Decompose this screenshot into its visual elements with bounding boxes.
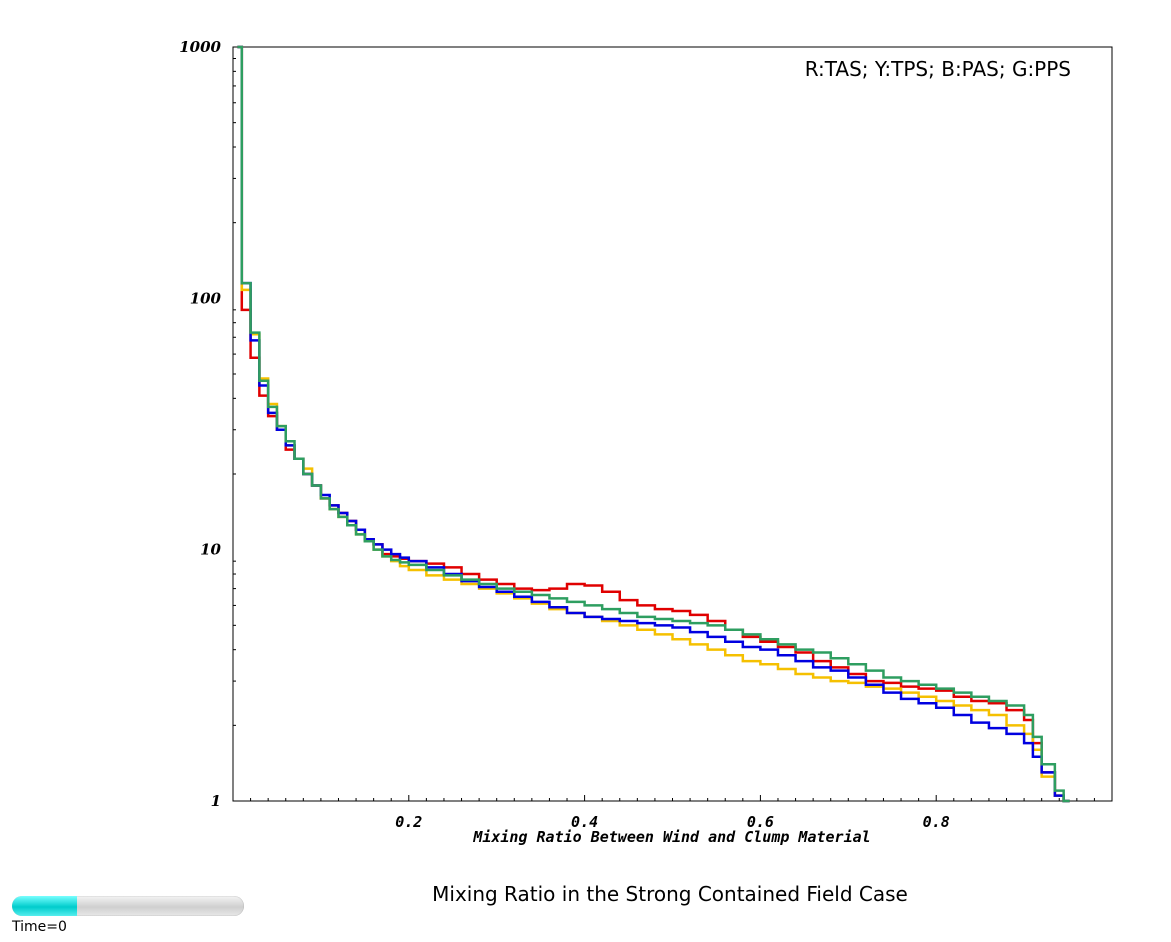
x-tick-label: 0.8	[923, 813, 950, 831]
x-tick-label: 0.6	[747, 813, 774, 831]
x-tick-labels: 0.2 0.4 0.6 0.8	[395, 813, 949, 831]
minor-ticks	[233, 58, 1095, 801]
x-tick-label: 0.2	[395, 813, 422, 831]
mixing-ratio-chart: 1 10 100 1000 0.2 0.4 0.6 0.8 Mixing Ratio Bet…	[179, 38, 1113, 846]
y-tick-label: 100	[190, 289, 222, 307]
y-tick-label: 10	[200, 541, 221, 559]
time-slider[interactable]	[12, 896, 244, 916]
y-tick-label: 1	[211, 792, 221, 810]
time-label: Time=0	[12, 919, 67, 935]
time-slider-fill	[12, 896, 77, 916]
series-pps-line	[237, 45, 1070, 803]
plot-frame	[232, 46, 1113, 802]
y-tick-label: 1000	[179, 38, 221, 56]
y-tick-labels: 1 10 100 1000	[179, 38, 221, 810]
legend-text: R:TAS; Y:TPS; B:PAS; G:PPS	[805, 57, 1071, 81]
x-tick-label: 0.4	[571, 813, 598, 831]
chart-caption: Mixing Ratio in the Strong Contained Fie…	[432, 882, 908, 906]
x-axis-label: Mixing Ratio Between Wind and Clump Mate…	[472, 828, 870, 846]
series-layer	[237, 45, 1070, 803]
